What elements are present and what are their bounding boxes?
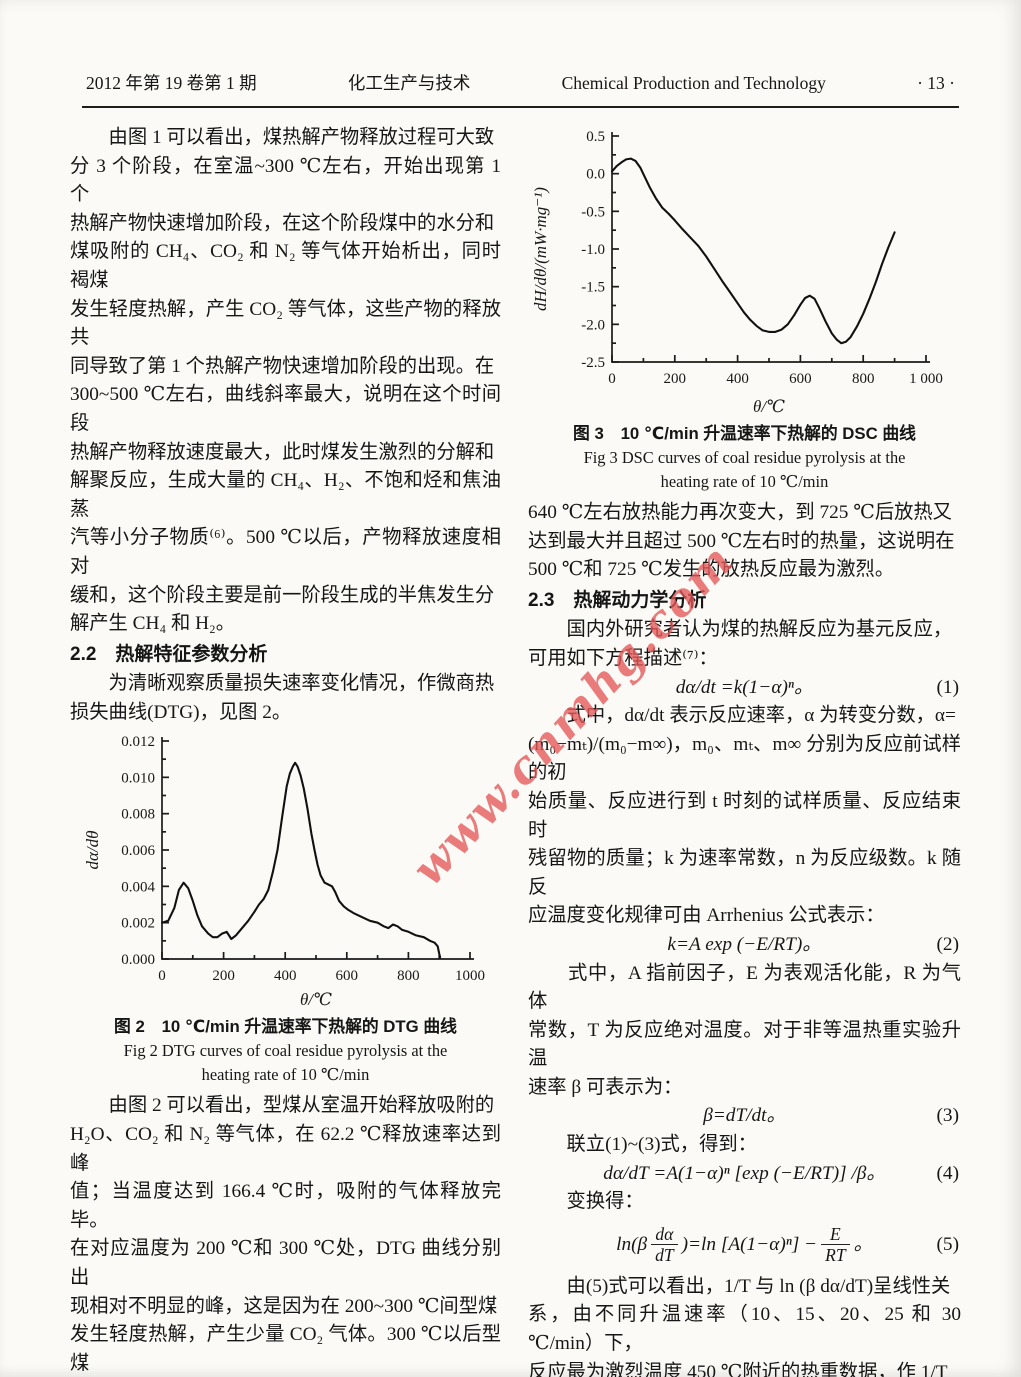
paragraph-combine: 联立(1)~(3)式，得到： [528, 1134, 757, 1156]
equation-1: dα/dt =k(1−α)ⁿ。 (1) [528, 674, 961, 703]
dsc-chart: 0 200 400 600 800 1 000 -2.5 -2.0 -1.5 -1.0 -0.5 0.… [531, 129, 943, 416]
section-heading-2-3: 2.3 热解动力学分析 [528, 589, 707, 611]
header-issue: 2012 年第 19 卷第 1 期 [86, 73, 257, 93]
svg-text:-0.5: -0.5 [581, 204, 605, 220]
header-page-number: · 13 · [917, 73, 955, 93]
svg-text:0: 0 [158, 968, 166, 984]
svg-text:400: 400 [726, 371, 749, 387]
svg-text:-1.5: -1.5 [581, 280, 605, 296]
figure-3-caption-en-1: Fig 3 DSC curves of coal residue pyrolys… [583, 448, 906, 467]
figure-3-caption-en-2: heating rate of 10 ℃/min [660, 471, 829, 491]
dtg-chart: 0 200 400 600 800 1000 0.000 0.002 0.004 0.006 0.0… [83, 734, 485, 1009]
svg-text:0.012: 0.012 [121, 734, 155, 750]
equation-5-fraction-ert: E RT [821, 1224, 850, 1265]
column-left: 由图 1 可以看出，煤热解产物释放过程可大致 分 3 个阶段，在室温~300 ℃… [70, 124, 501, 1377]
equation-2: k=A exp (−E/RT)。 (2) [528, 931, 961, 960]
figure-2-block: 0 200 400 600 800 1000 0.000 0.002 0.004 0.006 0.0… [70, 729, 501, 1086]
svg-text:400: 400 [273, 968, 296, 984]
column-right: 0 200 400 600 800 1 000 -2.5 -2.0 -1.5 -1.0 -0.5 0.… [528, 120, 961, 1377]
paragraph-dsc-continued: 640 ℃左右放热能力再次变大，到 725 ℃后放热又 达到最大并且超过 500… [528, 502, 955, 581]
svg-text:0.010: 0.010 [121, 771, 155, 787]
equation-3: β=dT/dt。 (3) [528, 1102, 961, 1131]
paragraph-pyrolysis-stages: 由图 1 可以看出，煤热解产物释放过程可大致 分 3 个阶段，在室温~300 ℃… [70, 127, 501, 635]
equation-4-body: dα/dT =A(1−α)ⁿ [exp (−E/RT)] /β。 [603, 1162, 886, 1184]
figure-2-caption-cn: 图 2 10 ℃/min 升温速率下热解的 DTG 曲线 [114, 1017, 457, 1037]
figure-2-caption-en-1: Fig 2 DTG curves of coal residue pyrolys… [123, 1041, 448, 1061]
equation-4: dα/dT =A(1−α)ⁿ [exp (−E/RT)] /β。 (4) [528, 1160, 961, 1189]
svg-text:θ/℃: θ/℃ [299, 990, 331, 1009]
svg-text:dH/dθ/(mW·mg⁻¹): dH/dθ/(mW·mg⁻¹) [531, 187, 550, 311]
equation-5: ln(β dα dT )=ln [A(1−α)ⁿ] − E RT 。 (5) [528, 1217, 961, 1273]
svg-text:0.5: 0.5 [586, 129, 605, 145]
figure-3-caption-cn: 图 3 10 ℃/min 升温速率下热解的 DSC 曲线 [573, 424, 916, 443]
svg-text:-2.0: -2.0 [581, 317, 605, 333]
equation-4-number: (4) [936, 1162, 959, 1184]
equation-5-number: (5) [936, 1233, 959, 1255]
equation-5-pre: ln(β [616, 1233, 648, 1255]
svg-text:0.008: 0.008 [121, 807, 155, 823]
equation-2-number: (2) [936, 933, 959, 955]
equation-5-fraction-dadt: dα dT [651, 1224, 678, 1265]
paragraph-dtg-intro: 为清晰观察质量损失速率变化情况，作微商热 损失曲线(DTG)，见图 2。 [70, 673, 495, 723]
svg-text:800: 800 [397, 968, 420, 984]
equation-5-body: ln(β dα dT )=ln [A(1−α)ⁿ] − E RT 。 [616, 1224, 873, 1265]
header-rule [82, 106, 959, 108]
svg-text:200: 200 [212, 968, 235, 984]
equation-5-post: 。 [853, 1233, 873, 1255]
page-header: 2012 年第 19 卷第 1 期 化工生产与技术 Chemical Produ… [86, 70, 955, 95]
paragraph-linear-relation: 由(5)式可以看出，1/T 与 ln (β dα/dT)呈线性关 系，由不同升温… [528, 1275, 961, 1377]
svg-text:-1.0: -1.0 [581, 242, 605, 258]
equation-5-mid: )=ln [A(1−α)ⁿ] − [681, 1233, 818, 1255]
paragraph-eq2-terms: 式中，A 指前因子，E 为表观活化能，R 为气体 常数，T 为反应绝对温度。对于… [528, 962, 961, 1098]
svg-text:0.0: 0.0 [586, 167, 605, 183]
svg-text:200: 200 [663, 371, 686, 387]
figure-2-caption-en-2: heating rate of 10 ℃/min [201, 1064, 370, 1084]
header-journal-title-en: Chemical Production and Technology [561, 73, 826, 93]
paragraph-kinetics-intro: 国内外研究者认为煤的热解反应为基元反应， 可用如下方程描述⁽⁷⁾： [528, 619, 953, 669]
paragraph-transform: 变换得： [528, 1191, 644, 1213]
svg-text:0: 0 [608, 371, 616, 387]
svg-text:0.004: 0.004 [121, 880, 155, 896]
figure-3-block: 0 200 400 600 800 1 000 -2.5 -2.0 -1.5 -1.0 -0.5 0.… [528, 122, 961, 493]
svg-text:800: 800 [851, 371, 874, 387]
svg-text:0.000: 0.000 [121, 952, 155, 968]
figure-2-caption: 图 2 10 ℃/min 升温速率下热解的 DTG 曲线 Fig 2 DTG c… [70, 1014, 501, 1086]
svg-text:600: 600 [789, 371, 812, 387]
svg-text:1 000: 1 000 [909, 371, 943, 387]
equation-3-number: (3) [936, 1105, 959, 1127]
svg-text:600: 600 [335, 968, 358, 984]
svg-text:dα/dθ: dα/dθ [83, 831, 102, 870]
svg-text:1000: 1000 [455, 968, 485, 984]
svg-text:θ/℃: θ/℃ [752, 397, 784, 416]
header-journal-title-cn: 化工生产与技术 [347, 73, 471, 93]
section-heading-2-2: 2.2 热解特征参数分析 [70, 643, 268, 665]
svg-text:0.002: 0.002 [121, 916, 155, 932]
equation-3-body: β=dT/dt。 [703, 1105, 786, 1127]
equation-2-body: k=A exp (−E/RT)。 [667, 933, 822, 955]
paragraph-eq1-terms: 式中，dα/dt 表示反应速率，α 为转变分数，α= (m₀−mₜ)/(m₀−m… [528, 705, 961, 927]
paragraph-dtg-analysis: 由图 2 可以看出，型煤从室温开始释放吸附的 H₂O、CO₂ 和 N₂ 等气体，… [70, 1095, 501, 1374]
figure-3-caption: 图 3 10 ℃/min 升温速率下热解的 DSC 曲线 Fig 3 DSC c… [528, 421, 961, 493]
svg-text:0.006: 0.006 [121, 843, 155, 859]
equation-1-number: (1) [936, 676, 959, 698]
equation-1-body: dα/dt =k(1−α)ⁿ。 [675, 676, 814, 698]
svg-text:-2.5: -2.5 [581, 355, 605, 371]
